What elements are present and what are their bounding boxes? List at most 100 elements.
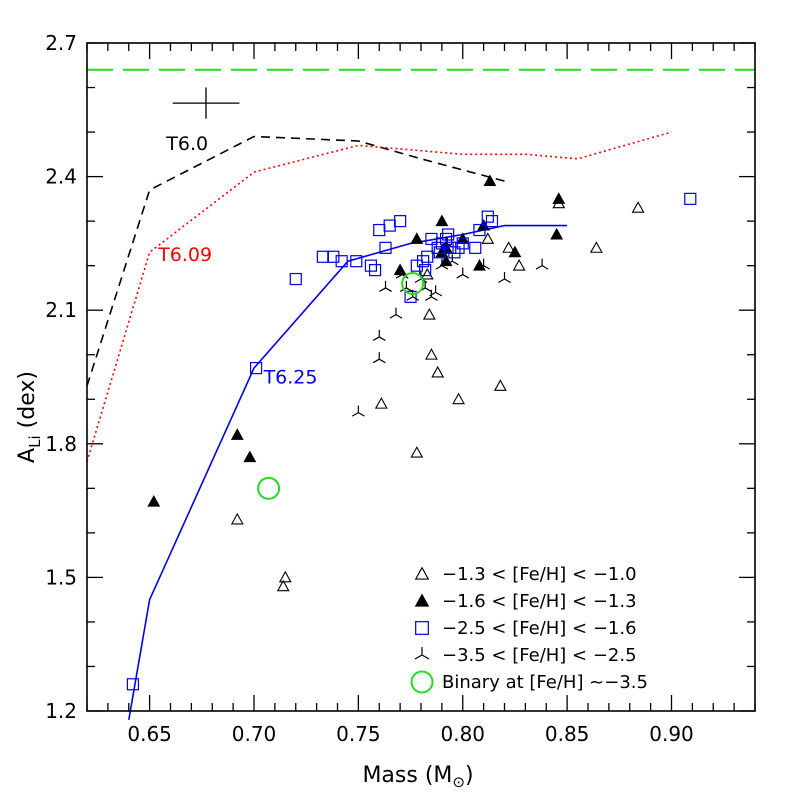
tri-star-point (372, 329, 386, 341)
x-tick-label: 0.65 (127, 722, 172, 746)
open-triangle-point (481, 232, 495, 244)
open-square-point (435, 237, 448, 250)
open-square-point (452, 241, 465, 254)
error-bar (172, 87, 240, 119)
open-triangle-point (230, 512, 244, 525)
open-square-point (442, 228, 455, 241)
y-tick-label: 1.5 (45, 565, 77, 589)
open-circle-point (401, 271, 425, 295)
open-triangle-point (276, 579, 290, 592)
open-triangle-point (278, 570, 292, 583)
open-square-point (379, 241, 392, 254)
legend-label: Binary at [Fe/H] ~−3.5 (442, 672, 648, 693)
open-square-point (373, 223, 386, 237)
x-tick-labels: 0.65 0.70 0.75 0.80 0.85 0.90 (127, 722, 693, 746)
filled-triangle-point (410, 232, 424, 244)
curve-t6-09 (86, 131, 672, 462)
open-square-point (469, 241, 482, 254)
open-triangle-point (512, 259, 526, 271)
curve-label: T6.25 (263, 367, 318, 389)
tri-star-point (351, 405, 365, 417)
y-tick-labels: 1.2 1.5 1.8 2.1 2.4 2.7 (45, 31, 77, 723)
legend: −1.3 < [Fe/H] < −1.0 −1.6 < [Fe/H] < −1.3… (410, 564, 648, 694)
curve-label: T6.0 (165, 133, 208, 155)
filled-triangle-point (435, 214, 449, 227)
y-axis-title-sub: Li (26, 435, 44, 448)
tri-star-point (445, 254, 459, 266)
open-square-point (289, 272, 302, 286)
open-triangle-point (502, 241, 516, 253)
open-square-point (456, 237, 469, 250)
filled-triangle-point (147, 495, 161, 507)
filled-triangle-point (393, 263, 407, 276)
open-square-point (473, 223, 486, 237)
open-square-point (439, 232, 453, 246)
tri-star-point (535, 258, 549, 270)
curve-labels: T6.0 T6.09 T6.25 (157, 133, 317, 389)
x-tick-label: 0.80 (440, 722, 485, 746)
tri-star-point (477, 258, 491, 270)
open-square-point (350, 255, 363, 268)
y-tick-label: 1.8 (45, 432, 77, 456)
filled-triangle-point (473, 259, 486, 271)
y-tick-label: 2.7 (45, 31, 77, 55)
filled-triangle-point (552, 192, 566, 204)
curve-t6-0 (86, 135, 505, 387)
tri-star-point (425, 289, 438, 301)
tri-star-point (456, 267, 470, 279)
plot-frame (86, 42, 756, 712)
filled-triangle-point (550, 227, 564, 240)
open-square-point (415, 621, 429, 635)
open-square-point (327, 250, 340, 263)
open-square-point (431, 241, 444, 254)
open-triangle-point (589, 241, 603, 253)
open-circle-point (257, 476, 281, 500)
tri-star-point (439, 236, 453, 248)
y-axis-title-rest: (dex) (15, 371, 40, 435)
y-tick-label: 2.1 (45, 298, 77, 322)
tri-star-point (372, 352, 386, 364)
open-square-point (126, 678, 140, 691)
x-tick-label: 0.85 (545, 722, 590, 746)
filled-triangle-point (483, 174, 497, 187)
y-tick-label: 2.4 (45, 165, 77, 189)
legend-label: −2.5 < [Fe/H] < −1.6 (442, 618, 637, 639)
open-triangle-point (431, 365, 445, 378)
x-tick-label: 0.70 (232, 722, 277, 746)
filled-triangle-point (414, 593, 430, 607)
x-axis-title: Mass (M⊙) (362, 763, 473, 791)
open-triangle-point (452, 392, 466, 405)
data-points (126, 174, 697, 691)
y-axis-title-main: A (15, 448, 40, 463)
open-square-point (419, 264, 432, 277)
legend-label: −1.3 < [Fe/H] < −1.0 (442, 564, 637, 585)
open-triangle-point (422, 308, 436, 320)
x-tick-label: 0.75 (336, 722, 381, 746)
open-square-point (481, 210, 494, 223)
open-square-point (383, 219, 396, 232)
open-triangle-point (414, 566, 430, 580)
y-axis-title: ALi (dex) (15, 371, 44, 463)
open-square-point (249, 361, 263, 375)
open-triangle-point (374, 397, 388, 409)
open-square-point (316, 250, 329, 263)
open-triangle-point (631, 201, 645, 213)
open-square-point (368, 264, 382, 277)
open-triangle-point (410, 446, 424, 458)
open-square-point (433, 246, 446, 259)
open-square-point (394, 215, 407, 228)
y-tick-label: 1.2 (45, 699, 77, 723)
curve-label: T6.09 (157, 244, 212, 266)
tri-star-point (435, 258, 449, 270)
open-square-point (448, 246, 461, 259)
open-triangle-point (420, 267, 434, 280)
open-square-point (410, 259, 423, 272)
tri-star-point (429, 285, 443, 297)
x-axis-title-sub: ⊙ (452, 773, 465, 791)
x-axis-title-close: ) (465, 763, 474, 788)
x-tick-label: 0.90 (649, 722, 694, 746)
open-square-point (485, 215, 499, 228)
x-axis-title-main: Mass (M (362, 763, 452, 788)
open-square-point (684, 192, 697, 205)
